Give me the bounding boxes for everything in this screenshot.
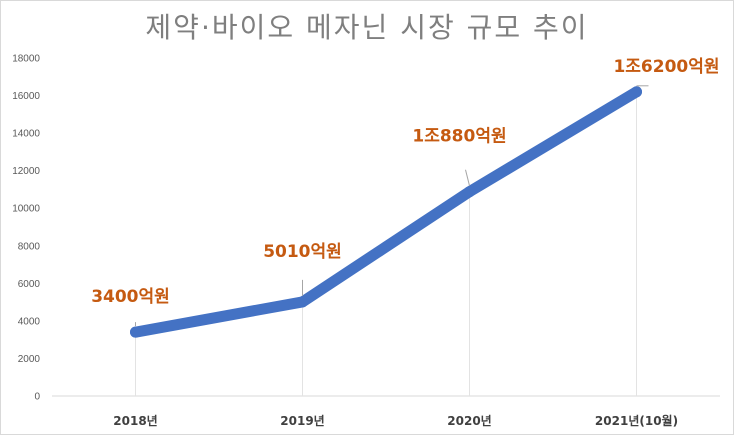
x-tick-label: 2018년 — [113, 414, 157, 428]
y-axis: 0 2000 4000 6000 8000 10000 12000 14000 16000 180… — [12, 54, 40, 403]
y-tick-label: 10000 — [12, 204, 40, 215]
data-point — [631, 86, 642, 98]
y-tick-label: 12000 — [12, 166, 40, 177]
chart-title: 제약·바이오 메자닌 시장 규모 추이 — [145, 11, 589, 44]
data-label: 1조6200억원 — [613, 57, 719, 77]
data-label: 1조880억원 — [412, 127, 506, 147]
data-point — [130, 326, 141, 338]
series-polyline — [130, 86, 642, 338]
y-tick-label: 16000 — [12, 91, 40, 102]
y-tick-label: 6000 — [18, 279, 41, 290]
leader-lines — [135, 91, 637, 396]
x-tick-label: 2020년 — [447, 414, 491, 428]
data-point — [297, 296, 308, 308]
y-tick-label: 18000 — [12, 54, 40, 65]
data-label: 3400억원 — [91, 287, 170, 307]
data-label: 5010억원 — [263, 242, 342, 262]
y-tick-label: 0 — [34, 392, 40, 403]
y-tick-label: 4000 — [18, 316, 41, 327]
data-point — [464, 186, 475, 198]
x-tick-label: 2021년(10월) — [595, 413, 678, 428]
x-tick-label: 2019년 — [280, 414, 324, 428]
label-callout — [465, 169, 470, 186]
y-tick-label: 14000 — [12, 129, 40, 140]
x-axis: 2018년 2019년 2020년 2021년(10월) — [52, 395, 720, 428]
y-tick-label: 2000 — [18, 354, 41, 365]
y-tick-label: 8000 — [18, 241, 41, 252]
series-line — [130, 86, 642, 338]
data-labels: 3400억원 5010억원 1조880억원 1조6200억원 — [91, 57, 720, 327]
